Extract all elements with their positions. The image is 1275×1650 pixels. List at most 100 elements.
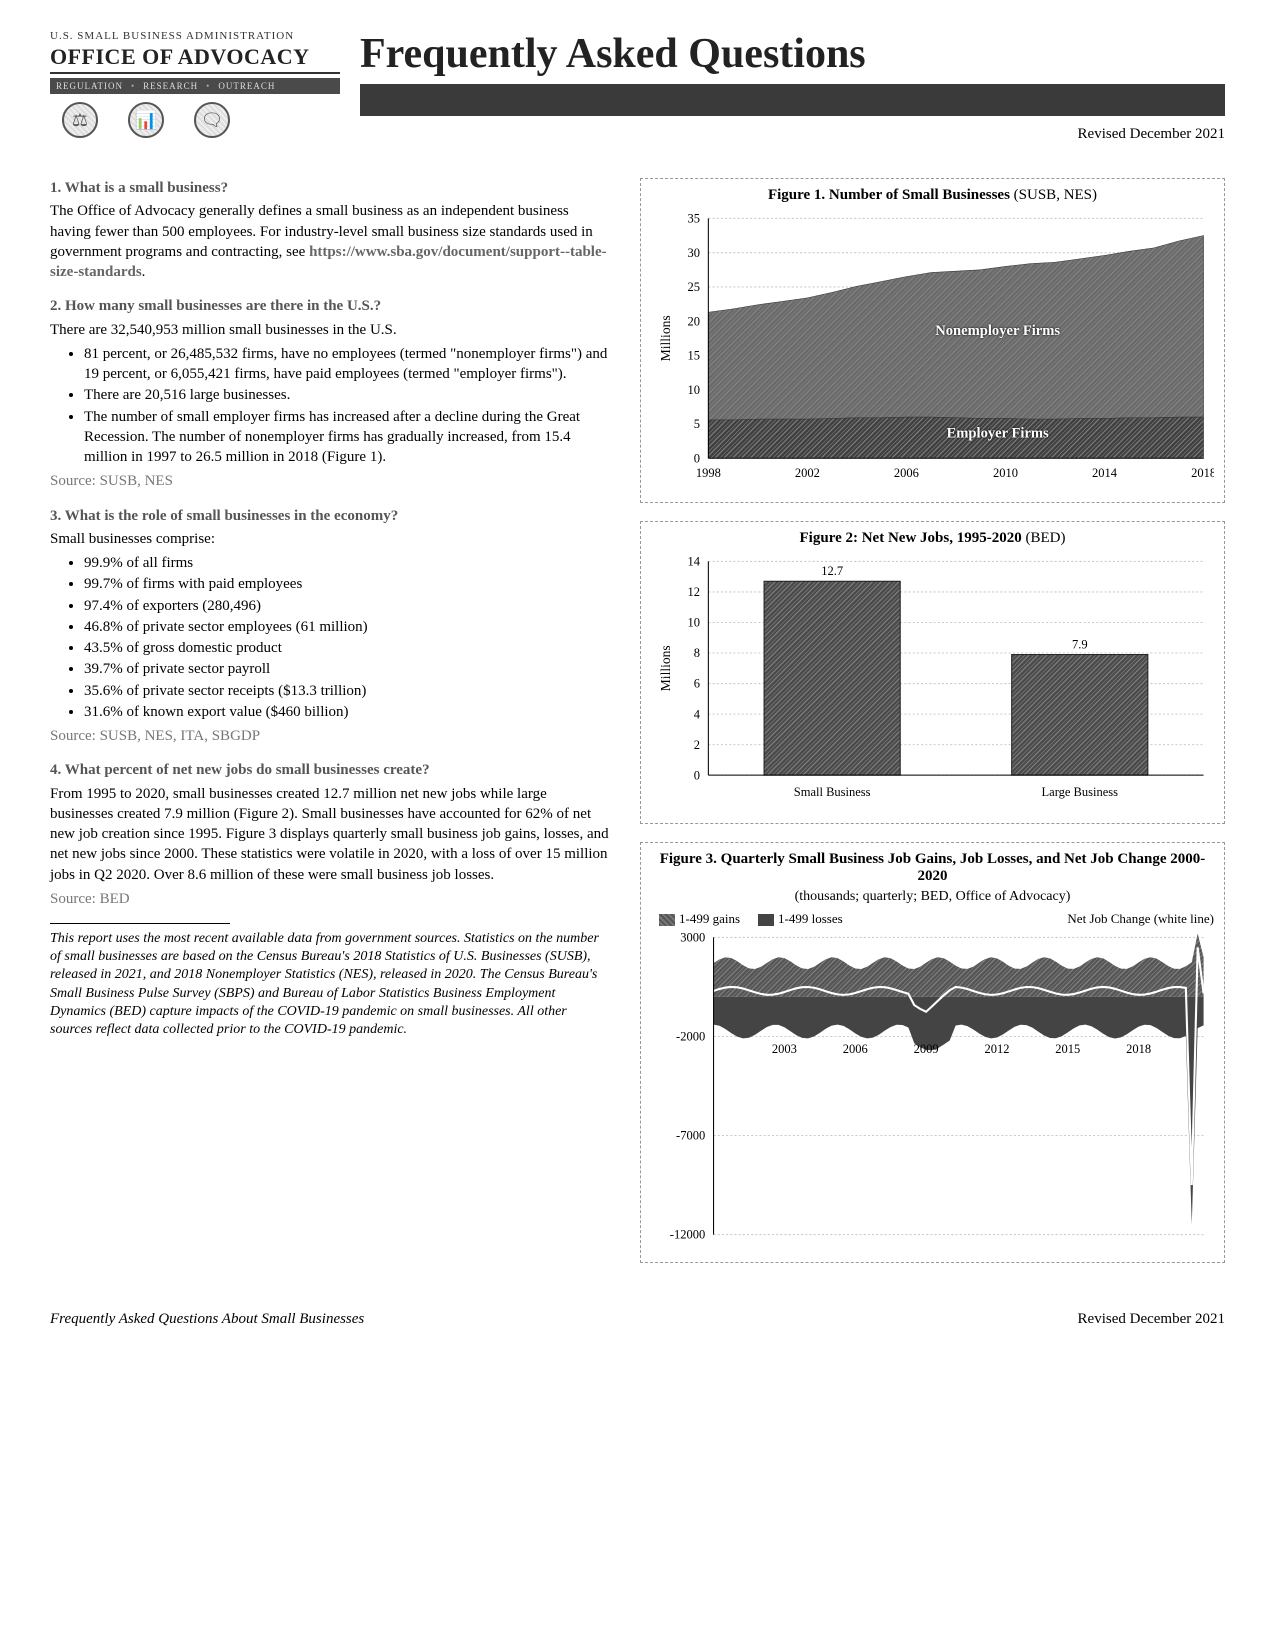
pillar-outreach: OUTREACH bbox=[218, 81, 275, 91]
q4-heading: 4. What percent of net new jobs do small… bbox=[50, 760, 610, 780]
figure-1: Figure 1. Number of Small Businesses (SU… bbox=[640, 178, 1225, 503]
agency-name: U.S. SMALL BUSINESS ADMINISTRATION bbox=[50, 30, 340, 42]
q2-source: Source: SUSB, NES bbox=[50, 471, 610, 491]
legend-gains: 1-499 gains bbox=[659, 911, 740, 927]
svg-text:2: 2 bbox=[694, 737, 700, 751]
svg-text:14: 14 bbox=[688, 554, 701, 568]
list-item: 99.7% of firms with paid employees bbox=[84, 574, 610, 594]
fig1-chart: 05101520253035199820022006201020142018Mi… bbox=[651, 208, 1214, 490]
svg-text:Millions: Millions bbox=[658, 645, 673, 691]
list-item: 46.8% of private sector employees (61 mi… bbox=[84, 617, 610, 637]
svg-text:8: 8 bbox=[694, 646, 700, 660]
list-item: 81 percent, or 26,485,532 firms, have no… bbox=[84, 344, 610, 385]
title-bar bbox=[360, 84, 1225, 116]
fig2-title-suffix: (BED) bbox=[1022, 530, 1066, 546]
svg-text:0: 0 bbox=[694, 768, 700, 782]
q2-bullets: 81 percent, or 26,485,532 firms, have no… bbox=[50, 344, 610, 468]
research-icon: 📊 bbox=[128, 102, 164, 138]
q2-body: There are 32,540,953 million small busin… bbox=[50, 320, 610, 340]
fig3-subtitle: (thousands; quarterly; BED, Office of Ad… bbox=[651, 889, 1214, 905]
left-column: 1. What is a small business? The Office … bbox=[50, 178, 610, 1281]
svg-text:2003: 2003 bbox=[772, 1042, 797, 1056]
svg-text:Employer Firms: Employer Firms bbox=[947, 426, 1049, 442]
fig3-chart: -12000-7000-2000300020032006200920122015… bbox=[651, 927, 1214, 1250]
document-header: U.S. SMALL BUSINESS ADMINISTRATION OFFIC… bbox=[50, 30, 1225, 143]
svg-text:Nonemployer Firms: Nonemployer Firms bbox=[935, 323, 1060, 339]
fig1-title-main: Figure 1. Number of Small Businesses bbox=[768, 187, 1010, 203]
list-item: 43.5% of gross domestic product bbox=[84, 638, 610, 658]
svg-text:2009: 2009 bbox=[914, 1042, 939, 1056]
q4-body: From 1995 to 2020, small businesses crea… bbox=[50, 784, 610, 885]
fig3-legend: 1-499 gains 1-499 losses Net Job Change … bbox=[651, 911, 1214, 927]
figure-3: Figure 3. Quarterly Small Business Job G… bbox=[640, 842, 1225, 1263]
fig3-title: Figure 3. Quarterly Small Business Job G… bbox=[651, 851, 1214, 885]
svg-text:Small Business: Small Business bbox=[794, 785, 871, 799]
svg-text:10: 10 bbox=[688, 383, 701, 397]
q3-body: Small businesses comprise: bbox=[50, 529, 610, 549]
svg-text:1998: 1998 bbox=[696, 466, 721, 480]
svg-text:2006: 2006 bbox=[843, 1042, 868, 1056]
list-item: 35.6% of private sector receipts ($13.3 … bbox=[84, 681, 610, 701]
svg-text:2018: 2018 bbox=[1126, 1042, 1151, 1056]
q4-source: Source: BED bbox=[50, 889, 610, 909]
legend-losses: 1-499 losses bbox=[758, 911, 843, 927]
svg-text:12: 12 bbox=[688, 585, 701, 599]
q3-source: Source: SUSB, NES, ITA, SBGDP bbox=[50, 726, 610, 746]
list-item: The number of small employer firms has i… bbox=[84, 407, 610, 468]
page-footer: Frequently Asked Questions About Small B… bbox=[50, 1311, 1225, 1328]
svg-text:2006: 2006 bbox=[894, 466, 919, 480]
legend-net: Net Job Change (white line) bbox=[1067, 911, 1214, 927]
svg-text:2014: 2014 bbox=[1092, 466, 1118, 480]
svg-text:2002: 2002 bbox=[795, 466, 820, 480]
svg-text:Large Business: Large Business bbox=[1042, 785, 1119, 799]
regulation-icon: ⚖ bbox=[62, 102, 98, 138]
badge-row: ⚖ 📊 🗨 bbox=[50, 102, 340, 138]
footnote-text: This report uses the most recent availab… bbox=[50, 930, 610, 1039]
q1-link-suffix: . bbox=[142, 264, 146, 280]
svg-text:35: 35 bbox=[688, 212, 701, 226]
content-columns: 1. What is a small business? The Office … bbox=[50, 178, 1225, 1281]
fig1-title-suffix: (SUSB, NES) bbox=[1010, 187, 1097, 203]
footer-left: Frequently Asked Questions About Small B… bbox=[50, 1311, 364, 1328]
svg-text:25: 25 bbox=[688, 280, 701, 294]
svg-text:2018: 2018 bbox=[1191, 466, 1214, 480]
right-column: Figure 1. Number of Small Businesses (SU… bbox=[640, 178, 1225, 1281]
svg-text:12.7: 12.7 bbox=[821, 564, 843, 578]
outreach-icon: 🗨 bbox=[194, 102, 230, 138]
q1-body: The Office of Advocacy generally defines… bbox=[50, 201, 610, 282]
fig2-title-main: Figure 2: Net New Jobs, 1995-2020 bbox=[800, 530, 1022, 546]
title-block: Frequently Asked Questions Revised Decem… bbox=[360, 30, 1225, 143]
list-item: 97.4% of exporters (280,496) bbox=[84, 596, 610, 616]
svg-text:20: 20 bbox=[688, 314, 701, 328]
fig1-title: Figure 1. Number of Small Businesses (SU… bbox=[651, 187, 1214, 204]
footnote-separator bbox=[50, 923, 230, 924]
q2-heading: 2. How many small businesses are there i… bbox=[50, 296, 610, 316]
q3-heading: 3. What is the role of small businesses … bbox=[50, 506, 610, 526]
list-item: 31.6% of known export value ($460 billio… bbox=[84, 702, 610, 722]
pillars-bar: REGULATION• RESEARCH• OUTREACH bbox=[50, 78, 340, 94]
footer-right: Revised December 2021 bbox=[1078, 1311, 1225, 1328]
figure-2: Figure 2: Net New Jobs, 1995-2020 (BED) … bbox=[640, 521, 1225, 825]
svg-text:0: 0 bbox=[694, 451, 700, 465]
svg-text:5: 5 bbox=[694, 417, 700, 431]
legend-gains-label: 1-499 gains bbox=[679, 911, 740, 926]
svg-text:3000: 3000 bbox=[680, 931, 705, 945]
list-item: 39.7% of private sector payroll bbox=[84, 659, 610, 679]
svg-text:4: 4 bbox=[694, 707, 701, 721]
svg-text:-2000: -2000 bbox=[676, 1030, 705, 1044]
page-title: Frequently Asked Questions bbox=[360, 30, 1225, 84]
svg-text:15: 15 bbox=[688, 349, 701, 363]
pillar-research: RESEARCH bbox=[143, 81, 198, 91]
list-item: 99.9% of all firms bbox=[84, 553, 610, 573]
svg-text:2010: 2010 bbox=[993, 466, 1018, 480]
q1-heading: 1. What is a small business? bbox=[50, 178, 610, 198]
svg-text:2015: 2015 bbox=[1055, 1042, 1080, 1056]
svg-text:-12000: -12000 bbox=[670, 1228, 705, 1242]
svg-text:2012: 2012 bbox=[984, 1042, 1009, 1056]
svg-text:Millions: Millions bbox=[658, 315, 673, 361]
q3-bullets: 99.9% of all firms 99.7% of firms with p… bbox=[50, 553, 610, 722]
list-item: There are 20,516 large businesses. bbox=[84, 385, 610, 405]
fig2-chart: 0246810121412.7Small Business7.9Large Bu… bbox=[651, 551, 1214, 812]
svg-text:7.9: 7.9 bbox=[1072, 637, 1088, 651]
svg-text:6: 6 bbox=[694, 676, 700, 690]
